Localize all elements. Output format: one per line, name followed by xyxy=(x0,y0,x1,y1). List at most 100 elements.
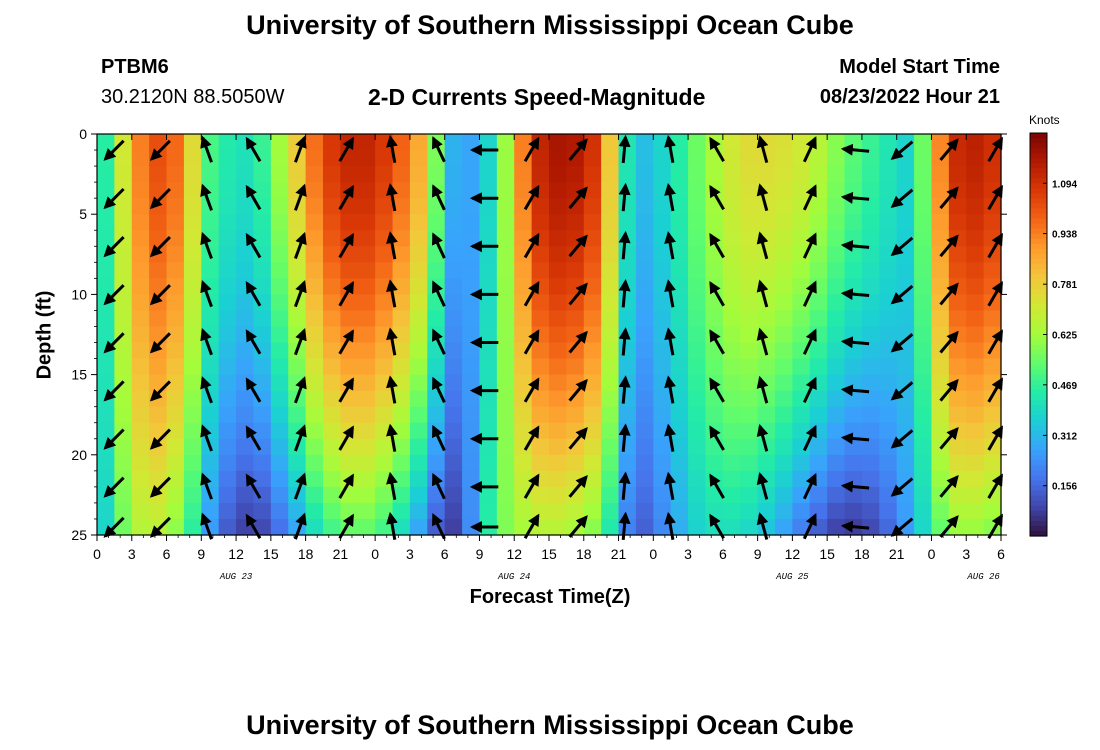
heatmap-cell xyxy=(97,262,115,279)
x-tick-label: 3 xyxy=(962,546,970,562)
heatmap-cell xyxy=(236,246,255,263)
heatmap-cell xyxy=(827,310,846,328)
heatmap-cell xyxy=(740,502,759,520)
current-arrow xyxy=(709,377,725,403)
heatmap-cell xyxy=(966,342,985,360)
heatmap-cell xyxy=(792,246,811,263)
heatmap-cell xyxy=(618,342,637,360)
current-arrow xyxy=(802,136,817,163)
heatmap-cell xyxy=(896,454,915,472)
heatmap-cell xyxy=(496,198,515,215)
heatmap-cell xyxy=(270,230,289,247)
heatmap-cell xyxy=(670,310,689,328)
heatmap-cell xyxy=(288,310,307,328)
heatmap-cell xyxy=(618,390,637,408)
heatmap-cell xyxy=(775,422,793,440)
heatmap-cell xyxy=(861,390,880,408)
station-coordinates: 30.2120N 88.5050W xyxy=(101,86,285,108)
heatmap-cell xyxy=(114,342,133,360)
heatmap-cell xyxy=(653,214,672,231)
heatmap-cell xyxy=(635,246,654,263)
heatmap-cell xyxy=(775,278,793,295)
heatmap-cell xyxy=(149,502,168,520)
y-axis: 0 5 10 15 20 25 xyxy=(71,126,1007,543)
heatmap-cell xyxy=(496,390,515,408)
heatmap-cell xyxy=(462,198,481,215)
heatmap-cell xyxy=(861,230,880,247)
heatmap-cell xyxy=(948,454,967,472)
heatmap-cell xyxy=(288,214,307,231)
heatmap-cell xyxy=(357,470,376,488)
heatmap-cell xyxy=(496,358,515,376)
heatmap-cell xyxy=(983,486,1002,504)
heatmap-cell xyxy=(775,470,793,488)
heatmap-cell xyxy=(149,310,168,328)
heatmap-cell xyxy=(618,518,637,536)
heatmap-cell xyxy=(583,134,602,151)
heatmap-cell xyxy=(653,390,672,408)
current-arrow xyxy=(568,186,588,210)
heatmap-cell xyxy=(444,246,463,263)
heatmap-cell xyxy=(131,310,150,328)
heatmap-cell xyxy=(740,230,759,247)
heatmap-cell xyxy=(305,278,324,295)
heatmap-cell xyxy=(827,406,846,424)
current-arrow xyxy=(890,140,914,160)
current-arrow xyxy=(664,134,676,164)
heatmap-cell xyxy=(357,230,376,247)
heatmap-cell xyxy=(201,454,220,472)
heatmap-cell xyxy=(618,438,637,456)
heatmap-cell xyxy=(270,518,289,536)
heatmap-cell xyxy=(670,294,689,312)
heatmap-cell xyxy=(566,150,585,167)
heatmap-cell xyxy=(201,310,220,328)
heatmap-cell xyxy=(948,262,967,279)
colorbar-segment xyxy=(1030,475,1047,482)
heatmap-cell xyxy=(357,326,376,344)
heatmap-cell xyxy=(462,406,481,424)
heatmap-cell xyxy=(131,326,150,344)
heatmap-cell xyxy=(566,198,585,215)
current-arrow xyxy=(338,232,354,259)
heatmap-cell xyxy=(166,390,185,408)
colorbar-segment xyxy=(1030,253,1047,260)
heatmap-cell xyxy=(670,454,689,472)
heatmap-cell xyxy=(983,406,1002,424)
heatmap-cell xyxy=(323,390,341,408)
heatmap-cell xyxy=(861,166,880,183)
current-arrow xyxy=(338,377,354,403)
heatmap-cell xyxy=(914,326,933,344)
current-arrow xyxy=(245,473,262,499)
heatmap-cell xyxy=(792,422,811,440)
heatmap-cell xyxy=(166,454,185,472)
colorbar-segment xyxy=(1030,309,1047,315)
current-arrow xyxy=(386,183,398,212)
heatmap-cell xyxy=(635,166,654,183)
colorbar-tick-label: 0.625 xyxy=(1052,331,1077,342)
station-id: PTBM6 xyxy=(101,56,169,78)
current-arrow xyxy=(987,377,1003,403)
heatmap-cell xyxy=(931,214,950,231)
heatmap-cell xyxy=(618,406,637,424)
current-arrow xyxy=(840,520,870,533)
colorbar-segment xyxy=(1030,435,1047,441)
heatmap-cell xyxy=(531,150,550,167)
current-arrow xyxy=(523,377,540,403)
heatmap-cell xyxy=(496,326,515,344)
heatmap-cell xyxy=(601,518,620,536)
heatmap-cell xyxy=(549,326,567,344)
current-arrow xyxy=(200,231,213,260)
heatmap-cell xyxy=(496,134,515,151)
current-arrow xyxy=(802,232,817,259)
heatmap-cell xyxy=(479,278,498,295)
heatmap-cell xyxy=(583,342,602,360)
heatmap-cell xyxy=(792,390,811,408)
heatmap-cell xyxy=(757,406,776,424)
heatmap-cell xyxy=(896,326,915,344)
heatmap-cell xyxy=(670,198,689,215)
model-start-value: 08/23/2022 Hour 21 xyxy=(819,86,1000,108)
heatmap-cell xyxy=(288,166,307,183)
heatmap-cell xyxy=(392,486,411,504)
heatmap-cell xyxy=(392,502,411,520)
current-arrow xyxy=(103,476,125,498)
